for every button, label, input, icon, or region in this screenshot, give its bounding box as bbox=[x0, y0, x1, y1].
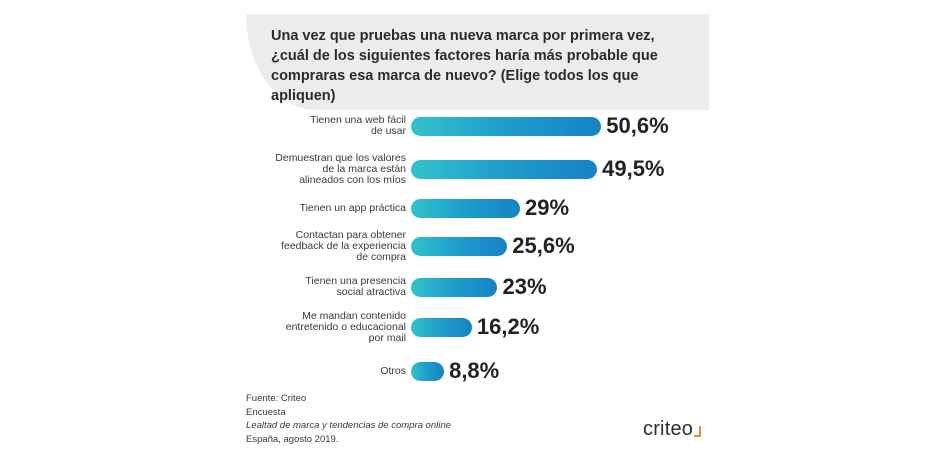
bar bbox=[411, 236, 508, 256]
bar bbox=[411, 159, 598, 179]
bar-value-label: 29% bbox=[525, 195, 570, 220]
bar bbox=[411, 361, 445, 381]
bar-value-label: 25,6% bbox=[512, 233, 575, 258]
title-background bbox=[246, 14, 709, 110]
category-label: Contactan para obtener feedback de la ex… bbox=[281, 228, 406, 263]
category-label: Me mandan contenido entretenido o educac… bbox=[285, 309, 406, 344]
chart-title-line: ¿cuál de los siguientes factores haría m… bbox=[271, 48, 658, 64]
bar bbox=[411, 198, 521, 218]
category-label: Tienen una web fácil de usar bbox=[310, 114, 406, 137]
bar bbox=[411, 116, 602, 136]
category-label: Tienen una presencia social atractiva bbox=[305, 275, 406, 298]
bar-value-label: 8,8% bbox=[449, 358, 500, 383]
bar-chart: Tienen una web fácil de usar 50,6% Demuest… bbox=[246, 114, 709, 399]
chart-title-line: compraras esa marca de nuevo? (Elige tod… bbox=[271, 68, 639, 104]
bar-value-label: 49,5% bbox=[602, 156, 665, 181]
bar bbox=[411, 317, 472, 337]
bar-value-label: 16,2% bbox=[476, 314, 540, 339]
survey-type-line: Encuesta bbox=[246, 406, 286, 418]
category-label: Tienen un app práctica bbox=[299, 201, 406, 214]
chart-title: Una vez que pruebas una nueva marca por … bbox=[271, 26, 703, 106]
bar-value-label: 50,6% bbox=[606, 113, 669, 138]
bar bbox=[411, 277, 498, 297]
logo-text: criteo bbox=[643, 418, 694, 440]
category-label: Demuestran que los valores de la marca e… bbox=[275, 151, 406, 186]
source-line: Fuente: Criteo bbox=[246, 393, 307, 404]
bar-value-label: 23% bbox=[502, 274, 547, 299]
source-note: Fuente: Criteo Encuesta Lealtad de marca… bbox=[246, 392, 451, 446]
place-date-line: España, agosto 2019. bbox=[246, 433, 339, 445]
category-label: Otros bbox=[380, 364, 406, 377]
chart-title-line: Una vez que pruebas una nueva marca por … bbox=[271, 28, 655, 44]
logo-accent-mark bbox=[694, 426, 702, 437]
infographic-card: Una vez que pruebas una nueva marca por … bbox=[246, 14, 709, 452]
criteo-logo: criteo bbox=[643, 418, 702, 441]
study-title-line: Lealtad de marca y tendencias de compra … bbox=[246, 420, 451, 431]
